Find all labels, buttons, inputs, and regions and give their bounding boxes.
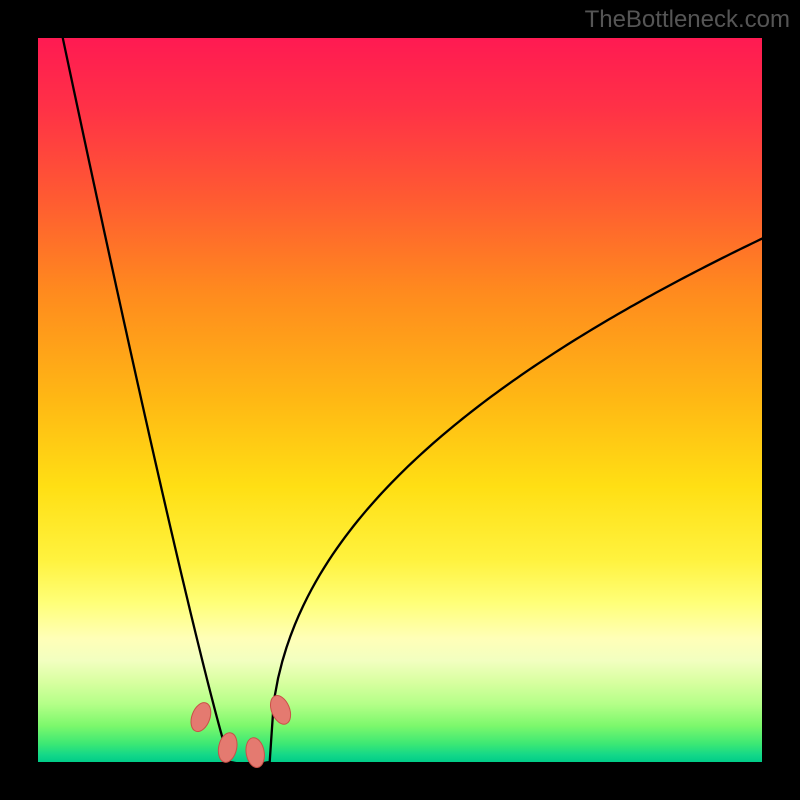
curve-marker	[187, 700, 214, 734]
curve-marker	[267, 693, 295, 728]
curve-marker	[216, 731, 240, 764]
chart-container: TheBottleneck.com	[0, 0, 800, 800]
plot-area	[38, 38, 762, 762]
attribution-text: TheBottleneck.com	[585, 6, 790, 34]
bottleneck-curve	[60, 24, 773, 765]
bottleneck-curve-layer	[38, 38, 762, 762]
curve-markers	[187, 693, 294, 769]
